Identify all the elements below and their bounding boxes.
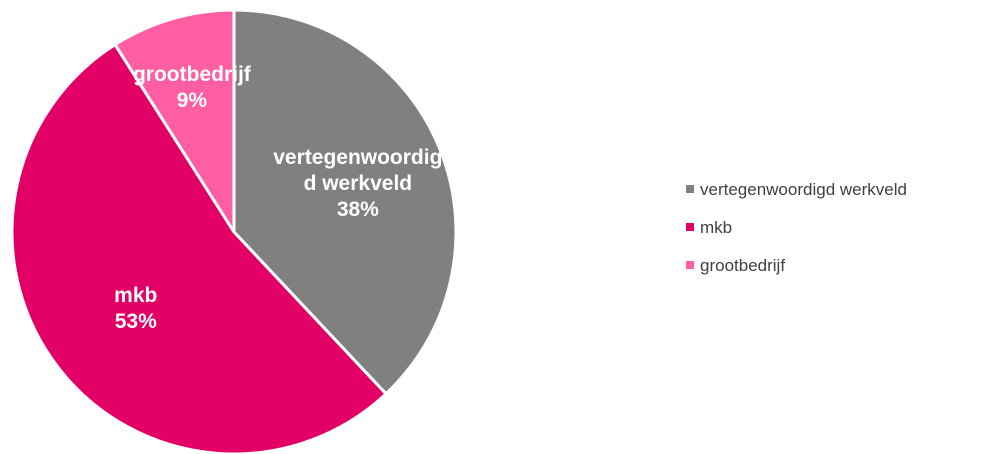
pie-slice-label-vertegenwoordigd-werkveld: vertegenwoordig d werkveld 38% [273,146,442,221]
pie-slice-vertegenwoordigd-werkveld [232,8,458,396]
pie-slice-label-grootbedrijf: grootbedrijf 9% [133,63,252,112]
legend-label: grootbedrijf [700,256,785,275]
pie-slice-labels: vertegenwoordig d werkveld 38% mkb 53% grootb… [114,63,442,333]
legend-item-grootbedrijf: grootbedrijf [686,256,785,275]
legend-item-mkb: mkb [686,218,732,237]
legend: vertegenwoordigd werkveld mkb grootbedrijf [686,180,907,275]
legend-item-vertegenwoordigd-werkveld: vertegenwoordigd werkveld [686,180,907,199]
pie-slice-label-line: 9% [177,89,208,112]
pie-slice-label-line: d werkveld [304,172,413,195]
pie-slice-grootbedrijf [113,8,236,234]
pie-slice-label-line: vertegenwoordig [273,146,442,169]
legend-label: vertegenwoordigd werkveld [700,180,907,199]
legend-swatch [686,261,694,269]
pie-slice-label-line: 38% [337,198,379,221]
pie-slice-label-line: grootbedrijf [133,63,252,86]
pie-slices [10,8,458,454]
legend-swatch [686,185,694,193]
legend-label: mkb [700,218,732,237]
pie-slice-label-mkb: mkb 53% [114,284,157,333]
legend-swatch [686,223,694,231]
pie-slice-label-line: mkb [114,284,157,307]
pie-slice-label-line: 53% [115,310,157,333]
pie-slice-mkb [10,43,388,454]
